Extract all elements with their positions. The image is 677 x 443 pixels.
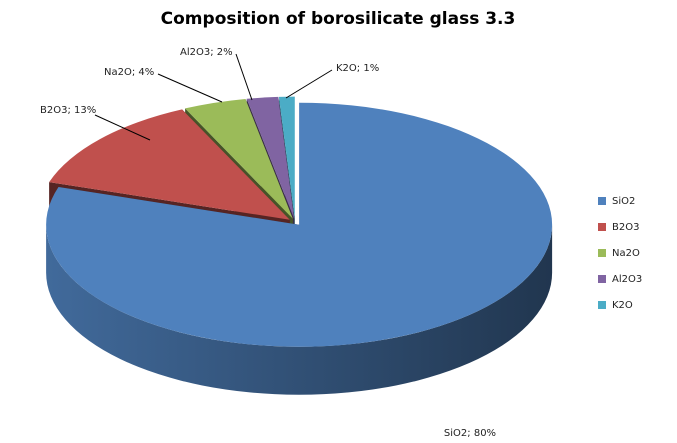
slice [278, 96, 295, 219]
legend-label: B2O3 [612, 222, 639, 233]
data-label: SiO2; 80% [444, 428, 496, 439]
leader-line [235, 53, 253, 101]
legend-label: K2O [612, 300, 633, 311]
legend-label: SiO2 [612, 196, 635, 207]
legend-swatch [598, 223, 606, 231]
slice-side [46, 224, 553, 395]
slice [49, 109, 290, 220]
legend-swatch [598, 249, 606, 257]
legend-swatch [598, 197, 606, 205]
slice [185, 98, 293, 219]
data-label: Na2O; 4% [104, 67, 154, 78]
pie [46, 96, 553, 395]
leader-line [94, 114, 151, 141]
data-label: B2O3; 13% [40, 105, 96, 116]
slice [46, 102, 553, 347]
slice [246, 96, 295, 219]
data-label: K2O; 1% [336, 63, 379, 74]
legend-label: Al2O3 [612, 274, 642, 285]
legend-label: Na2O [612, 248, 640, 259]
legend-swatch [598, 275, 606, 283]
chart-title: Composition of borosilicate glass 3.3 [161, 9, 516, 29]
leader-line [157, 73, 223, 103]
legend-swatch [598, 301, 606, 309]
leader-line [285, 69, 333, 99]
data-label: Al2O3; 2% [180, 47, 233, 58]
